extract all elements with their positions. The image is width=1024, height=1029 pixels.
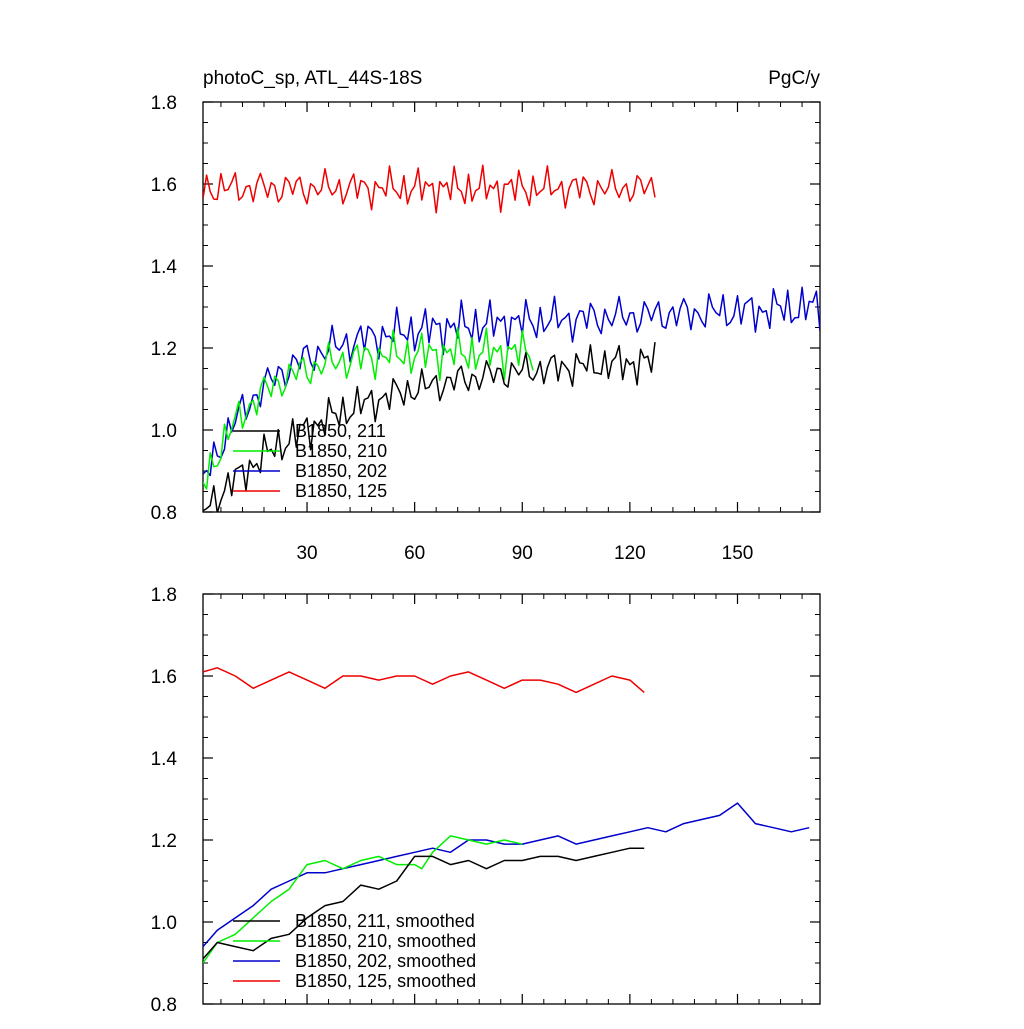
- legend-label: B1850, 210, smoothed: [295, 931, 476, 951]
- chart-title: photoC_sp, ATL_44S-18S: [203, 68, 422, 89]
- series-line-b1850-211: [203, 342, 656, 512]
- y-tick-label: 1.4: [151, 257, 178, 278]
- y-tick-label: 0.8: [151, 503, 177, 524]
- legend-label: B1850, 202: [295, 461, 387, 481]
- x-tick-label: 90: [512, 543, 533, 564]
- y-tick-label: 1.0: [151, 913, 177, 934]
- y-tick-label: 1.8: [151, 585, 177, 606]
- x-tick-label: 60: [404, 543, 425, 564]
- y-tick-label: 1.6: [151, 667, 177, 688]
- series-line-b1850-210-smoothed: [203, 835, 523, 964]
- series-line-b1850-211-smoothed: [203, 847, 645, 960]
- y-tick-label: 1.8: [151, 93, 177, 114]
- y-tick-label: 1.2: [151, 831, 177, 852]
- y-tick-label: 1.4: [151, 749, 178, 770]
- series-line-b1850-125: [203, 164, 656, 214]
- legend-label: B1850, 210: [295, 441, 387, 461]
- y-tick-label: 1.2: [151, 339, 177, 360]
- y-tick-label: 1.6: [151, 175, 177, 196]
- series-line-b1850-125-smoothed: [203, 667, 645, 694]
- series-group: [203, 164, 820, 512]
- x-tick-label: 120: [614, 543, 646, 564]
- series-group: [203, 667, 810, 964]
- x-tick-label: 150: [722, 543, 754, 564]
- legend-label: B1850, 125, smoothed: [295, 971, 476, 991]
- y-tick-label: 0.8: [151, 995, 177, 1016]
- panel-top: 0.8 1.0 1.2 1.4 1.6 1.8 30 60 90 120 150 B1850, 211…: [151, 93, 821, 564]
- units-label: PgC/y: [768, 68, 820, 89]
- series-line-b1850-202-smoothed: [203, 802, 810, 948]
- legend-label: B1850, 125: [295, 481, 387, 501]
- y-tick-label: 1.0: [151, 421, 177, 442]
- legend-label: B1850, 211, smoothed: [295, 911, 475, 931]
- series-line-b1850-202: [203, 286, 820, 477]
- legend-label: B1850, 202, smoothed: [295, 951, 476, 971]
- series-line-b1850-210: [203, 326, 534, 490]
- x-tick-label: 30: [296, 543, 317, 564]
- legend-label: B1850, 211: [295, 421, 386, 441]
